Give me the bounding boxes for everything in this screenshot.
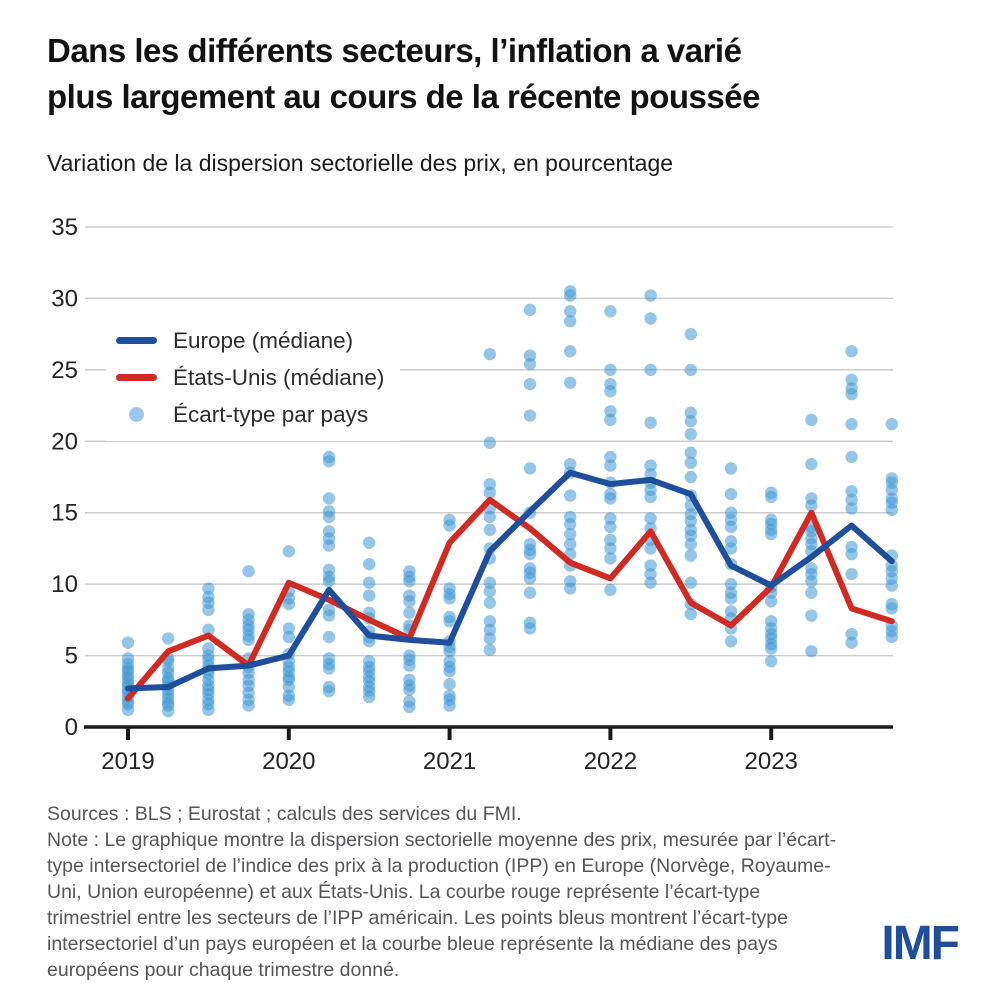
- us-line-swatch-cell: [112, 374, 160, 381]
- legend-label-etats-unis: États-Unis (médiane): [173, 364, 385, 390]
- svg-text:2023: 2023: [745, 748, 798, 775]
- legend-label-europe: Europe (médiane): [173, 327, 354, 353]
- svg-text:2021: 2021: [423, 748, 476, 775]
- legend: Europe (médiane) États-Unis (médiane) Éc…: [106, 316, 401, 441]
- chart-subtitle: Variation de la dispersion sectorielle d…: [47, 150, 674, 176]
- note-text: Note : Le graphique montre la dispersion…: [47, 829, 837, 981]
- title-line-1: Dans les différents secteurs, l’inflatio…: [47, 32, 742, 69]
- legend-item-europe: Europe (médiane): [112, 322, 384, 359]
- title-line-2: plus largement au cours de la récente po…: [47, 78, 760, 115]
- country-dot-swatch-cell: [112, 407, 160, 422]
- svg-text:5: 5: [65, 643, 78, 670]
- europe-line-swatch-cell: [112, 337, 160, 344]
- svg-text:35: 35: [51, 214, 78, 241]
- svg-text:25: 25: [51, 357, 78, 384]
- svg-text:20: 20: [51, 428, 78, 455]
- imf-logo: IMF: [881, 917, 960, 970]
- svg-text:10: 10: [51, 571, 78, 598]
- svg-text:2020: 2020: [262, 748, 315, 775]
- us-line-swatch: [115, 374, 157, 381]
- legend-item-ecart-type: Écart-type par pays: [112, 396, 384, 433]
- svg-text:2022: 2022: [584, 748, 637, 775]
- footer: Sources : BLS ; Eurostat ; calculs des s…: [47, 801, 842, 983]
- svg-text:15: 15: [51, 500, 78, 527]
- svg-text:2019: 2019: [101, 748, 154, 775]
- europe-line-swatch: [115, 337, 157, 344]
- country-dot-swatch: [128, 407, 144, 422]
- svg-text:30: 30: [51, 285, 78, 312]
- svg-text:0: 0: [65, 714, 78, 741]
- legend-label-ecart-type: Écart-type par pays: [173, 401, 369, 427]
- sources-text: Sources : BLS ; Eurostat ; calculs des s…: [47, 803, 522, 825]
- legend-item-etats-unis: États-Unis (médiane): [112, 359, 384, 396]
- page-title: Dans les différents secteurs, l’inflatio…: [47, 28, 947, 120]
